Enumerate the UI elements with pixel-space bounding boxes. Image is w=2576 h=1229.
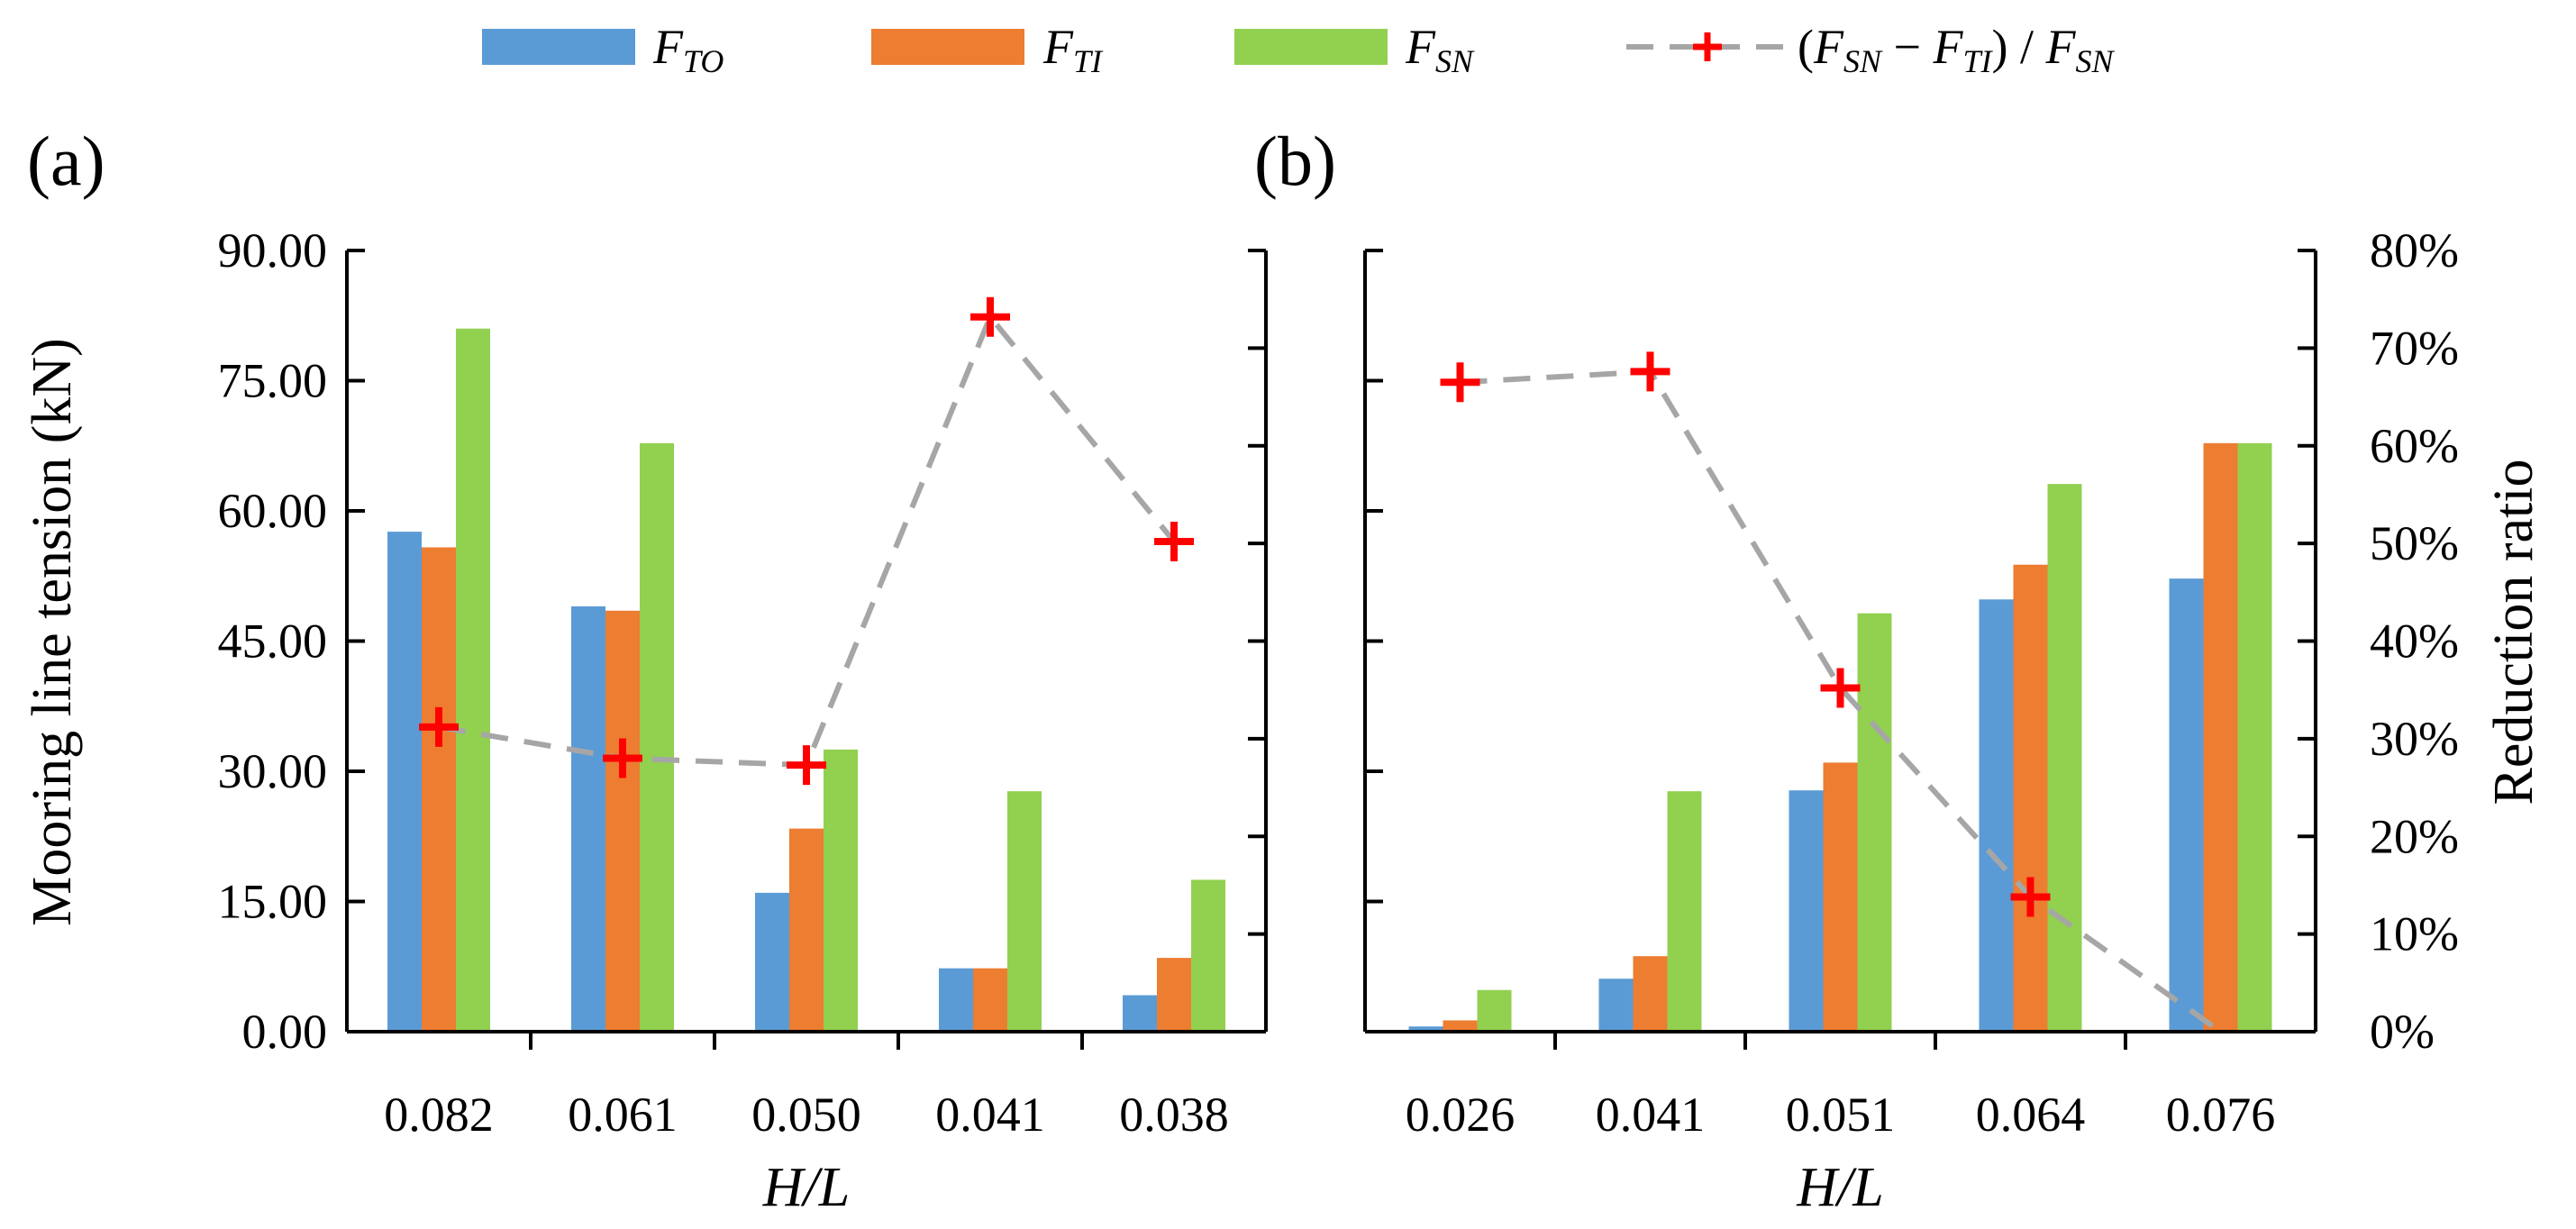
bar-f-ti bbox=[2203, 442, 2238, 1032]
ratio-marker bbox=[970, 296, 1010, 337]
y2-tick-label: 40% bbox=[2370, 614, 2459, 669]
legend-label-to: FTO bbox=[652, 20, 724, 79]
y-tick-label: 90.00 bbox=[218, 223, 328, 278]
bar-f-sn bbox=[456, 328, 490, 1032]
bar-f-to bbox=[1123, 995, 1157, 1032]
panel-a: (a) 0.00 15.00 30.00 45.00 60.00 75.00 90.00 0.0… bbox=[22, 122, 1268, 1218]
bar-f-to bbox=[571, 605, 605, 1032]
ratio-line bbox=[1460, 369, 2223, 1034]
x-tick-label: 0.064 bbox=[1976, 1088, 2086, 1142]
legend-label-sn: FSN bbox=[1405, 20, 1475, 79]
panel-label: (b) bbox=[1254, 122, 1336, 200]
x-tick-label: 0.041 bbox=[1596, 1088, 1706, 1142]
y2-tick-label: 20% bbox=[2370, 809, 2459, 863]
x-tick-label: 0.038 bbox=[1119, 1088, 1229, 1142]
bar-f-sn bbox=[1477, 989, 1512, 1032]
y-tick-label: 0.00 bbox=[242, 1005, 328, 1059]
x-axis-title: H/L bbox=[762, 1157, 850, 1218]
bar-f-sn bbox=[1667, 791, 1702, 1032]
x-tick-label: 0.026 bbox=[1406, 1088, 1516, 1142]
bar-f-ti bbox=[2013, 564, 2048, 1032]
bar-f-ti bbox=[1157, 958, 1191, 1032]
ratio-marker bbox=[1820, 668, 1861, 708]
y2-tick-label: 80% bbox=[2370, 223, 2459, 278]
y-tick-label: 15.00 bbox=[218, 875, 328, 929]
y-tick-label: 30.00 bbox=[218, 744, 328, 798]
bar-f-ti bbox=[789, 828, 824, 1032]
y2-tick-label: 0% bbox=[2370, 1005, 2435, 1059]
bar-f-sn bbox=[2047, 484, 2082, 1032]
legend-line-marker bbox=[1693, 32, 1722, 61]
bar-f-ti bbox=[973, 968, 1007, 1032]
y2-tick-label: 70% bbox=[2370, 321, 2459, 375]
bar-f-to bbox=[1408, 1026, 1443, 1032]
legend-label-ratio: (FSN − FTI) / FSN bbox=[1798, 20, 2115, 79]
bar-f-to bbox=[387, 532, 422, 1032]
x-tick-label: 0.082 bbox=[384, 1088, 494, 1142]
y2-tick-label: 60% bbox=[2370, 419, 2459, 473]
y-tick-label: 45.00 bbox=[218, 614, 328, 669]
y2-axis-title: Reduction ratio bbox=[2483, 460, 2544, 806]
y2-tick-label: 50% bbox=[2370, 516, 2459, 570]
bar-f-to bbox=[1979, 599, 2014, 1032]
bar-f-ti bbox=[1633, 956, 1668, 1032]
panel-label: (a) bbox=[27, 122, 105, 200]
legend-swatch-ti bbox=[871, 29, 1024, 65]
legend: FTO FTI FSN (FSN − FTI) / FSN bbox=[482, 20, 2115, 79]
panel-b: (b) 0% 10% 20% 30% 40% 50% 60% 70% 80% 0.026 0.041 0… bbox=[1254, 122, 2544, 1218]
x-axis-title: H/L bbox=[1796, 1157, 1883, 1218]
bar-f-sn bbox=[824, 749, 858, 1032]
bar-f-ti bbox=[1823, 762, 1858, 1032]
ratio-line bbox=[438, 311, 1177, 769]
ratio-marker bbox=[603, 738, 642, 778]
y-tick-label: 60.00 bbox=[218, 484, 328, 538]
bar-f-ti bbox=[605, 610, 640, 1032]
ratio-marker bbox=[419, 706, 459, 747]
bar-f-to bbox=[939, 968, 973, 1032]
bar-f-sn bbox=[1007, 791, 1042, 1032]
legend-swatch-to bbox=[482, 29, 635, 65]
bar-f-sn bbox=[1857, 613, 1892, 1032]
bar-f-to bbox=[2169, 578, 2204, 1032]
x-tick-label: 0.076 bbox=[2166, 1088, 2276, 1142]
ratio-marker bbox=[2010, 877, 2051, 917]
ratio-marker bbox=[787, 745, 826, 786]
bar-f-ti bbox=[422, 547, 456, 1032]
bar-f-to bbox=[755, 892, 789, 1032]
ratio-marker bbox=[1154, 521, 1194, 561]
x-tick-label: 0.061 bbox=[568, 1088, 678, 1142]
x-tick-label: 0.050 bbox=[751, 1088, 861, 1142]
y2-tick-label: 30% bbox=[2370, 712, 2459, 766]
bar-f-to bbox=[1789, 790, 1824, 1032]
y-tick-label: 75.00 bbox=[218, 354, 328, 408]
bar-f-sn bbox=[2237, 442, 2272, 1032]
bar-f-sn bbox=[1191, 879, 1225, 1032]
x-tick-label: 0.051 bbox=[1786, 1088, 1896, 1142]
legend-label-ti: FTI bbox=[1042, 20, 1104, 79]
ratio-marker bbox=[1440, 362, 1480, 403]
y2-tick-label: 10% bbox=[2370, 907, 2459, 961]
bar-f-to bbox=[1598, 979, 1634, 1032]
legend-swatch-sn bbox=[1234, 29, 1388, 65]
y-axis-title: Mooring line tension (kN) bbox=[22, 338, 83, 926]
bar-f-sn bbox=[640, 442, 674, 1032]
x-tick-label: 0.041 bbox=[935, 1088, 1045, 1142]
ratio-marker bbox=[1630, 351, 1670, 392]
bar-f-ti bbox=[1443, 1020, 1478, 1032]
